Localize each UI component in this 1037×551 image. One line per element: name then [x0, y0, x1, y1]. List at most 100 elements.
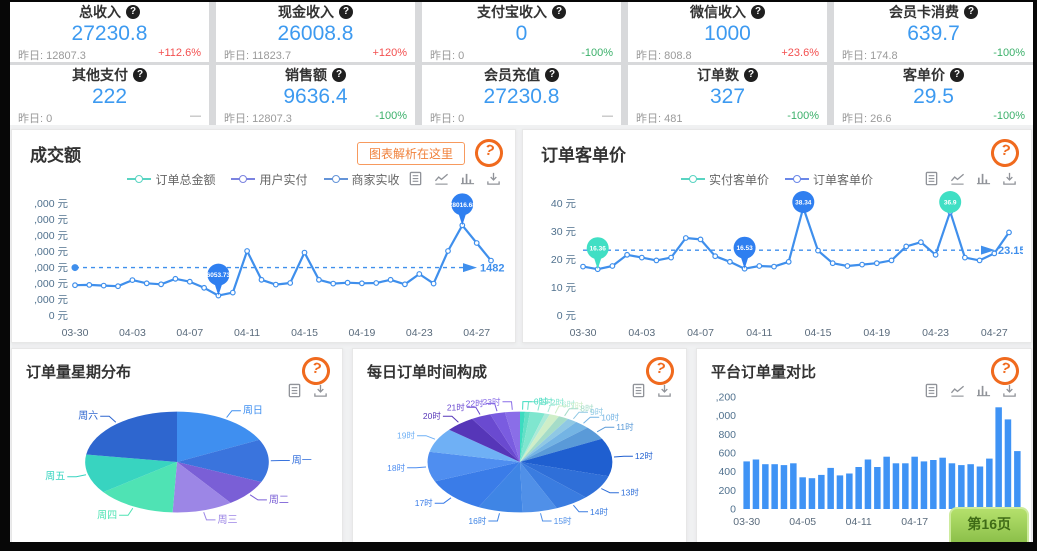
- kpi-help-icon[interactable]: ?: [545, 68, 559, 83]
- transactions-line-chart[interactable]: ,000 元 ,000 元 ,000 元 ,000 元 ,000 元 ,000 元 ,000…: [23, 189, 505, 343]
- kpi-help-icon[interactable]: ?: [552, 5, 566, 20]
- svg-text:11时: 11时: [616, 422, 634, 432]
- charts-row: 成交额 图表解析在这里 ? 订单总金额 用户实付 商家实收 ,000 元 ,000 元…: [10, 129, 1033, 343]
- page-badge[interactable]: 第16页: [949, 507, 1029, 542]
- download-icon[interactable]: [486, 171, 501, 186]
- kpi-help-icon[interactable]: ?: [332, 68, 346, 83]
- kpi-yesterday: 昨日: 12807.3: [224, 112, 292, 125]
- order-price-chart-title: 订单客单价: [541, 145, 626, 165]
- svg-text:,200: ,200: [716, 392, 737, 404]
- kpi-value: 639.7: [907, 22, 960, 46]
- kpi-card: 销售额? 9636.4 昨日: 12807.3 -100%: [216, 65, 415, 125]
- legend-item[interactable]: 商家实收: [323, 171, 400, 188]
- kpi-yesterday: 昨日: 0: [430, 49, 465, 62]
- data-view-icon[interactable]: [408, 171, 423, 186]
- card-head: 订单量星期分布 ?: [12, 349, 342, 388]
- svg-text:周六: 周六: [78, 410, 98, 422]
- kpi-title: 销售额?: [224, 65, 407, 85]
- line-icon[interactable]: [434, 171, 449, 186]
- svg-text:400: 400: [718, 466, 736, 478]
- kpi-value: 26008.8: [277, 22, 354, 46]
- svg-text:21时: 21时: [446, 402, 464, 412]
- bar-icon[interactable]: [976, 171, 991, 186]
- kpi-title-text: 现金收入: [278, 4, 334, 21]
- kpi-foot: 昨日: 481 -100%: [636, 110, 819, 126]
- svg-text:16.53: 16.53: [736, 245, 753, 252]
- platform-bar-chart[interactable]: ,200 ,000 800 600 400 200 003-30 04-05 04-11 04-1…: [698, 385, 1030, 533]
- card-head: 订单客单价 ?: [523, 130, 1031, 170]
- dashboard: 总收入? 27230.8 昨日: 12807.3 +112.6% 现金收入? 26008.…: [10, 2, 1033, 542]
- download-icon[interactable]: [1002, 171, 1017, 186]
- kpi-help-icon[interactable]: ?: [126, 5, 140, 20]
- order-price-line-chart[interactable]: 40 元 30 元 20 元 10 元 0 元 03-30 04-03 04-07 04-11 0…: [531, 189, 1023, 343]
- svg-text:6时: 6时: [561, 399, 575, 409]
- data-view-icon[interactable]: [631, 383, 646, 398]
- kpi-foot: 昨日: 0 -100%: [430, 47, 613, 63]
- kpi-title: 会员卡消费?: [842, 2, 1025, 22]
- download-icon[interactable]: [1002, 383, 1017, 398]
- svg-text:04-03: 04-03: [118, 327, 145, 339]
- help-icon[interactable]: ?: [472, 136, 506, 170]
- legend-label: 订单总金额: [155, 172, 216, 187]
- kpi-card: 微信收入? 1000 昨日: 808.8 +23.6%: [628, 2, 827, 62]
- kpi-title: 微信收入?: [636, 2, 819, 22]
- kpi-help-icon[interactable]: ?: [751, 5, 765, 20]
- kpi-help-icon[interactable]: ?: [744, 68, 758, 83]
- svg-text:周三: 周三: [218, 514, 238, 526]
- svg-text:23.15: 23.15: [998, 245, 1023, 257]
- kpi-title: 支付宝收入?: [430, 2, 613, 22]
- kpi-help-icon[interactable]: ?: [950, 68, 964, 83]
- svg-text:10时: 10时: [601, 412, 619, 422]
- bottom-charts-row: 订单量星期分布 ? 周日 周一 周二 周三 周四 周五 周六 每日订单时间构成 ? 0时 1时…: [10, 348, 1033, 542]
- legend-item[interactable]: 用户实付: [231, 171, 308, 188]
- legend-row: 实付客单价 订单客单价: [523, 169, 1031, 189]
- legend-label: 订单客单价: [813, 172, 874, 187]
- kpi-grid: 总收入? 27230.8 昨日: 12807.3 +112.6% 现金收入? 26008.…: [10, 2, 1033, 125]
- line-icon[interactable]: [950, 383, 965, 398]
- help-icon[interactable]: ?: [988, 136, 1022, 170]
- kpi-foot: 昨日: 11823.7 +120%: [224, 47, 407, 63]
- kpi-yesterday: 昨日: 12807.3: [18, 49, 86, 62]
- kpi-help-icon[interactable]: ?: [964, 5, 978, 20]
- svg-text:周二: 周二: [269, 494, 289, 506]
- kpi-title: 总收入?: [18, 2, 201, 22]
- kpi-change: +120%: [372, 46, 407, 59]
- svg-text:04-19: 04-19: [863, 327, 890, 339]
- legend-item[interactable]: 订单总金额: [127, 171, 215, 188]
- card-head: 平台订单量对比 ?: [697, 349, 1031, 388]
- legend-item[interactable]: 订单客单价: [785, 171, 873, 188]
- transactions-chart-card: 成交额 图表解析在这里 ? 订单总金额 用户实付 商家实收 ,000 元 ,000 元…: [11, 129, 516, 343]
- svg-text:6053.73: 6053.73: [206, 272, 230, 279]
- svg-text:04-15: 04-15: [291, 327, 318, 339]
- bar-icon[interactable]: [976, 383, 991, 398]
- svg-text:,000 元: ,000 元: [34, 278, 68, 290]
- svg-text:12时: 12时: [634, 451, 652, 461]
- chart-toolbox: [924, 383, 1017, 398]
- chart-parse-button[interactable]: 图表解析在这里: [356, 141, 465, 165]
- kpi-foot: 昨日: 808.8 +23.6%: [636, 47, 819, 63]
- kpi-card: 客单价? 29.5 昨日: 26.6 -100%: [834, 65, 1033, 125]
- kpi-help-icon[interactable]: ?: [339, 5, 353, 20]
- data-view-icon[interactable]: [924, 383, 939, 398]
- download-icon[interactable]: [313, 383, 328, 398]
- kpi-yesterday: 昨日: 481: [636, 112, 683, 125]
- kpi-card: 会员卡消费? 639.7 昨日: 174.8 -100%: [834, 2, 1033, 62]
- legend-marker-icon: [231, 175, 256, 184]
- svg-text:04-07: 04-07: [687, 327, 714, 339]
- svg-text:,000: ,000: [716, 410, 737, 422]
- legend-label: 用户实付: [259, 172, 308, 187]
- download-icon[interactable]: [657, 383, 672, 398]
- line-icon[interactable]: [950, 171, 965, 186]
- data-view-icon[interactable]: [287, 383, 302, 398]
- svg-text:17时: 17时: [414, 498, 432, 508]
- data-view-icon[interactable]: [924, 171, 939, 186]
- kpi-help-icon[interactable]: ?: [133, 68, 147, 83]
- kpi-value: 29.5: [913, 85, 954, 109]
- bar-icon[interactable]: [460, 171, 475, 186]
- svg-text:03-30: 03-30: [61, 327, 88, 339]
- legend-item[interactable]: 实付客单价: [680, 171, 769, 188]
- kpi-value: 0: [515, 22, 528, 46]
- svg-text:14时: 14时: [590, 507, 608, 517]
